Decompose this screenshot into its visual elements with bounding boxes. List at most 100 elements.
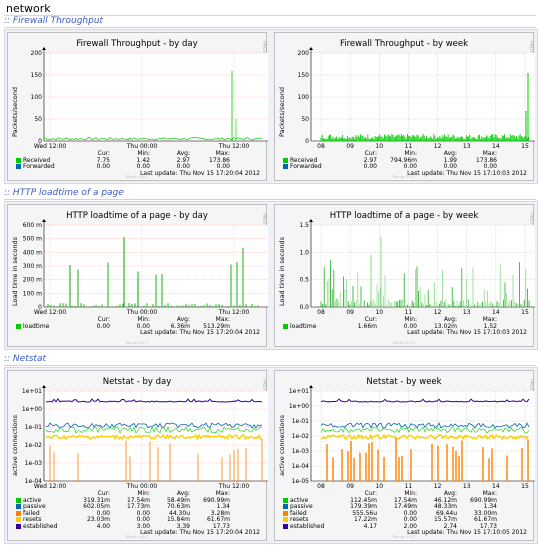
y-tick-label: 1e-04 bbox=[25, 478, 42, 485]
legend-value-avg: 48.33m bbox=[433, 503, 457, 510]
x-tick-label: 12 bbox=[434, 143, 442, 150]
legend-value-min: 0.00 bbox=[403, 163, 417, 170]
legend-swatch bbox=[283, 504, 288, 509]
y-tick-label: 0 bbox=[38, 304, 42, 311]
graph-http-week[interactable]: HTTP loadtime of a page - by week Load ti… bbox=[274, 204, 535, 347]
legend-header-cell: Avg: bbox=[443, 150, 457, 157]
legend-swatch bbox=[16, 157, 21, 163]
legend-value-cur: 555.56u bbox=[352, 509, 377, 517]
legend-value-cur: 0.00 bbox=[96, 509, 110, 517]
section-title-netstat[interactable]: :: Netstat bbox=[4, 354, 46, 364]
legend-swatch bbox=[283, 323, 288, 329]
legend-header-cell: Cur: bbox=[364, 316, 377, 323]
legend-series-name: active bbox=[290, 496, 309, 504]
last-update: Last update: Thu Nov 15 17:10:03 2012 bbox=[407, 329, 527, 336]
series-marks bbox=[320, 398, 530, 481]
y-tick-label: 300 m bbox=[23, 263, 42, 270]
legend-value-cur: 4.00 bbox=[96, 522, 110, 530]
x-tick-label: Wed 12:00 bbox=[34, 309, 66, 316]
legend-header: Cur: Min: Avg: Max: bbox=[16, 150, 260, 158]
x-tick-label: Wed 12:00 bbox=[34, 483, 66, 490]
legend-header: Cur: Min: Avg: Max: bbox=[283, 490, 527, 498]
munin-version-label: Munin 2.0.7 bbox=[392, 174, 416, 179]
legend-value-max: 513.29m bbox=[203, 322, 230, 330]
title-divider bbox=[4, 15, 536, 16]
legend-series-name: failed bbox=[23, 509, 40, 517]
legend-value-max: 17.73 bbox=[212, 522, 230, 530]
munin-version-label: Munin 2.0.7 bbox=[125, 174, 149, 179]
legend-value-max: 0.00 bbox=[483, 163, 497, 170]
section-title-http-loadtime[interactable]: :: HTTP loadtime of a page bbox=[4, 188, 124, 198]
legend-swatch bbox=[16, 523, 21, 529]
y-tick-label: 1e-02 bbox=[25, 442, 42, 449]
legend-series-name: passive bbox=[23, 503, 46, 510]
y-tick-label: 1e-05 bbox=[292, 478, 309, 485]
legend-value-max: 173.86 bbox=[476, 156, 497, 164]
y-tick-label: 0.0 bbox=[299, 304, 309, 311]
legend-row: active 112.45m 17.54m 46.12m 690.99m bbox=[283, 496, 527, 505]
legend-row: failed 555.56u 0.00 69.44u 33.00m bbox=[283, 509, 527, 518]
graph-firewall-day[interactable]: Firewall Throughput - by day Packets/seco… bbox=[7, 32, 268, 181]
x-tick-label: Thu 12:00 bbox=[218, 143, 250, 150]
x-tick-label: Wed 12:00 bbox=[34, 143, 66, 150]
graph-legend: Cur: Min: Avg: Max: loadtime 0.00 0.00 6.36m 513… bbox=[16, 316, 260, 337]
x-tick-label: 14 bbox=[492, 143, 500, 150]
legend-row: resets 23.03m 0.00 15.84m 61.67m bbox=[16, 516, 260, 524]
section-title-firewall[interactable]: :: Firewall Throughput bbox=[4, 16, 104, 26]
legend-header-cell: Max: bbox=[215, 490, 230, 497]
page-title: network bbox=[6, 2, 51, 15]
legend-value-cur: 0.00 bbox=[96, 322, 110, 330]
y-tick-label: 150 bbox=[31, 72, 43, 79]
legend-value-avg: 58.49m bbox=[166, 496, 190, 504]
y-tick-label: 200 bbox=[298, 50, 310, 57]
legend-row: established 4.17 2.00 2.74 17.73 bbox=[283, 523, 527, 531]
y-tick-label: 1e-01 bbox=[25, 424, 42, 431]
legend-value-max: 61.67m bbox=[206, 516, 230, 523]
legend-series-name: Forwarded bbox=[23, 163, 55, 170]
legend-value-cur: 112.45m bbox=[350, 496, 377, 504]
x-tick-label: 13 bbox=[463, 483, 471, 490]
legend-header-cell: Avg: bbox=[176, 490, 190, 497]
section-divider bbox=[4, 27, 536, 28]
y-tick-label: 0 bbox=[305, 138, 309, 145]
legend-header-cell: Avg: bbox=[443, 490, 457, 497]
graph-legend: Cur: Min: Avg: Max: Received 7.75 1.42 2.97 173.… bbox=[16, 150, 260, 177]
legend-swatch bbox=[16, 504, 21, 509]
y-tick-label: 1e+01 bbox=[289, 388, 309, 395]
section-divider bbox=[4, 199, 536, 200]
legend-swatch bbox=[16, 510, 21, 516]
legend-series-name: loadtime bbox=[290, 322, 317, 330]
x-tick-label: 13 bbox=[463, 143, 471, 150]
y-tick-label: 1.5 bbox=[299, 222, 309, 229]
legend-value-avg: 69.44u bbox=[436, 509, 457, 517]
legend-series-name: Received bbox=[290, 156, 318, 164]
legend-header-cell: Min: bbox=[404, 490, 417, 497]
legend-value-cur: 0.00 bbox=[363, 163, 377, 170]
graph-http-day[interactable]: HTTP loadtime of a page - by day Load tim… bbox=[7, 204, 268, 347]
x-tick-label: 11 bbox=[405, 143, 413, 150]
legend-value-min: 0.00 bbox=[136, 163, 150, 170]
legend-value-avg: 15.84m bbox=[166, 516, 190, 523]
legend-header: Cur: Min: Avg: Max: bbox=[16, 316, 260, 324]
legend-value-min: 17.54m bbox=[393, 496, 417, 504]
legend-header-cell: Min: bbox=[137, 490, 150, 497]
y-tick-label: 1.0 bbox=[299, 249, 309, 256]
legend-row: active 319.31m 17.54m 58.49m 690.99m bbox=[16, 496, 260, 505]
y-tick-label: 150 bbox=[298, 72, 310, 79]
legend-swatch bbox=[16, 497, 21, 503]
series-marks bbox=[45, 398, 263, 481]
legend-value-cur: 7.75 bbox=[96, 156, 110, 164]
y-tick-label: 1e-01 bbox=[292, 418, 309, 425]
x-tick-label: Thu 12:00 bbox=[218, 309, 250, 316]
legend-row: Received 7.75 1.42 2.97 173.86 bbox=[16, 156, 260, 165]
y-tick-label: 100 m bbox=[23, 290, 42, 297]
legend-header-cell: Max: bbox=[215, 150, 230, 157]
x-tick-label: 09 bbox=[346, 483, 354, 490]
legend-header-cell: Min: bbox=[404, 316, 417, 323]
graph-firewall-week[interactable]: Firewall Throughput - by week Packets/sec… bbox=[274, 32, 535, 181]
y-tick-label: 600 m bbox=[23, 222, 42, 229]
